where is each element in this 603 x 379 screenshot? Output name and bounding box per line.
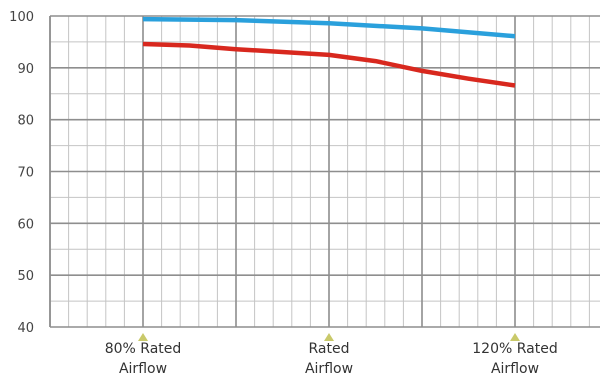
y-tick-label: 90 — [17, 62, 34, 77]
series-layer — [142, 16, 516, 88]
y-tick-label: 40 — [17, 321, 34, 336]
y-tick-label: 70 — [17, 166, 34, 181]
series-line-1 — [142, 16, 516, 39]
major-grid — [49, 15, 600, 328]
x-tick-label: 120% Rated — [472, 341, 557, 357]
x-tick-label: Airflow — [491, 361, 539, 377]
x-tick-label: 80% Rated — [105, 341, 182, 357]
y-tick-label: 60 — [17, 217, 34, 232]
x-tick-label: Rated — [309, 341, 350, 357]
y-tick-label: 80 — [17, 114, 34, 129]
x-tick-marker — [324, 333, 334, 341]
x-tick-marker — [138, 333, 148, 341]
y-axis-ticks: 40 50 60 70 80 90 100 — [9, 10, 34, 336]
x-tick-label: Airflow — [305, 361, 353, 377]
y-tick-label: 100 — [9, 10, 34, 25]
series-line-2 — [142, 41, 516, 88]
y-tick-label: 50 — [17, 269, 34, 284]
x-axis-ticks: 80% Rated Airflow Rated Airflow 120% Rated Ai… — [105, 333, 558, 377]
x-tick-marker — [510, 333, 520, 341]
x-tick-label: Airflow — [119, 361, 167, 377]
